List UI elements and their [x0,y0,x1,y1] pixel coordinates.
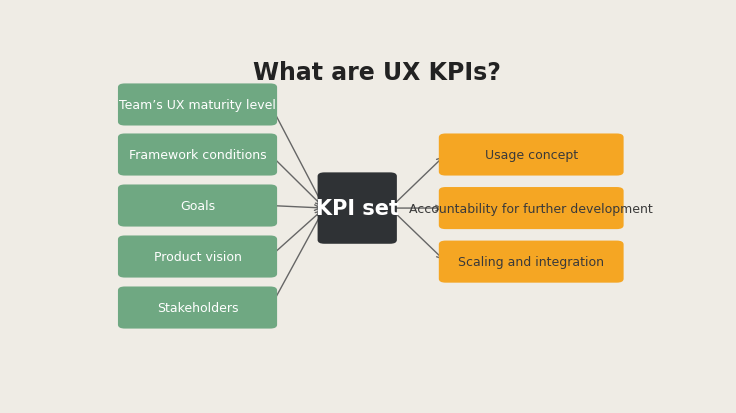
Text: Stakeholders: Stakeholders [157,301,238,314]
Text: KPI set: KPI set [316,199,399,218]
Text: Accountability for further development: Accountability for further development [409,202,653,215]
FancyBboxPatch shape [118,287,277,329]
FancyBboxPatch shape [118,185,277,227]
Text: Scaling and integration: Scaling and integration [459,256,604,268]
FancyBboxPatch shape [318,173,397,244]
FancyBboxPatch shape [118,84,277,126]
Text: Usage concept: Usage concept [484,149,578,161]
FancyBboxPatch shape [439,188,623,230]
Text: Product vision: Product vision [154,250,241,263]
FancyBboxPatch shape [118,236,277,278]
Text: What are UX KPIs?: What are UX KPIs? [253,61,501,85]
Text: Framework conditions: Framework conditions [129,149,266,161]
FancyBboxPatch shape [439,134,623,176]
FancyBboxPatch shape [118,134,277,176]
FancyBboxPatch shape [439,241,623,283]
Text: Goals: Goals [180,199,215,213]
Text: Team’s UX maturity level: Team’s UX maturity level [119,99,276,112]
